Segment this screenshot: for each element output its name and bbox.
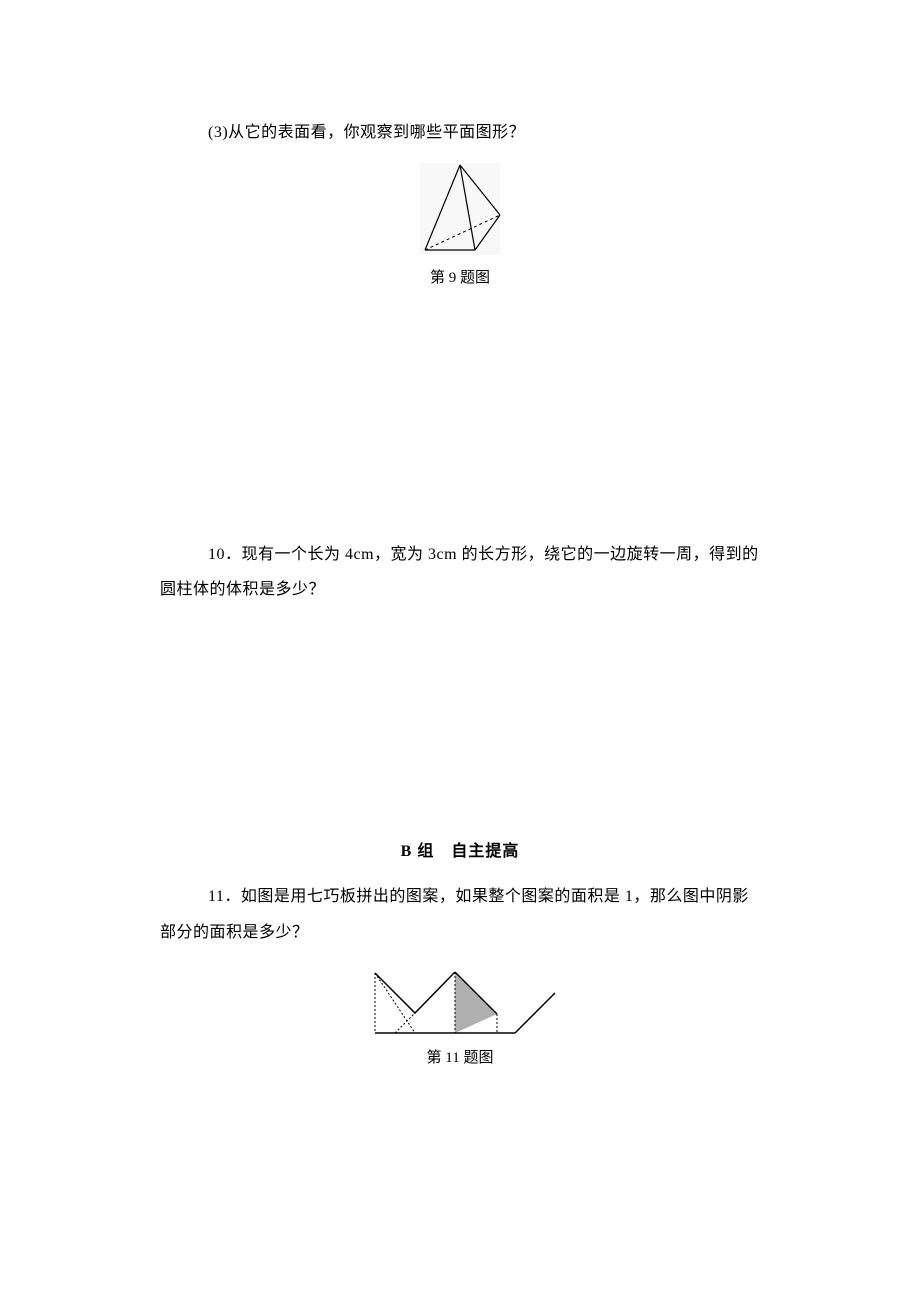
figure-11-container: 第 11 题图: [160, 958, 760, 1067]
tangram-outline-left-v: [375, 972, 455, 1013]
tangram-right-diag-down: [515, 993, 555, 1033]
question-11-text: 11．如图是用七巧板拼出的图案，如果整个图案的面积是 1，那么图中阴影部分的面积…: [160, 879, 760, 949]
figure-11-caption: 第 11 题图: [427, 1046, 494, 1067]
figure-9-container: 第 9 题图: [160, 160, 760, 287]
tangram-shaded-triangle: [455, 972, 497, 1033]
figure-11-svg: [360, 958, 560, 1040]
question-10-text: 10．现有一个长为 4cm，宽为 3cm 的长方形，绕它的一边旋转一周，得到的圆…: [160, 537, 760, 607]
tangram-dashed-diag-1: [375, 973, 415, 1033]
question-3-text: (3)从它的表面看，你观察到哪些平面图形？: [208, 118, 760, 142]
section-b-header: B 组 自主提高: [160, 837, 760, 861]
figure-9-caption: 第 9 题图: [430, 266, 490, 287]
figure-9-svg: [400, 160, 520, 260]
tangram-dashed-diag-2: [395, 1013, 415, 1033]
figure-9-background: [420, 163, 500, 255]
